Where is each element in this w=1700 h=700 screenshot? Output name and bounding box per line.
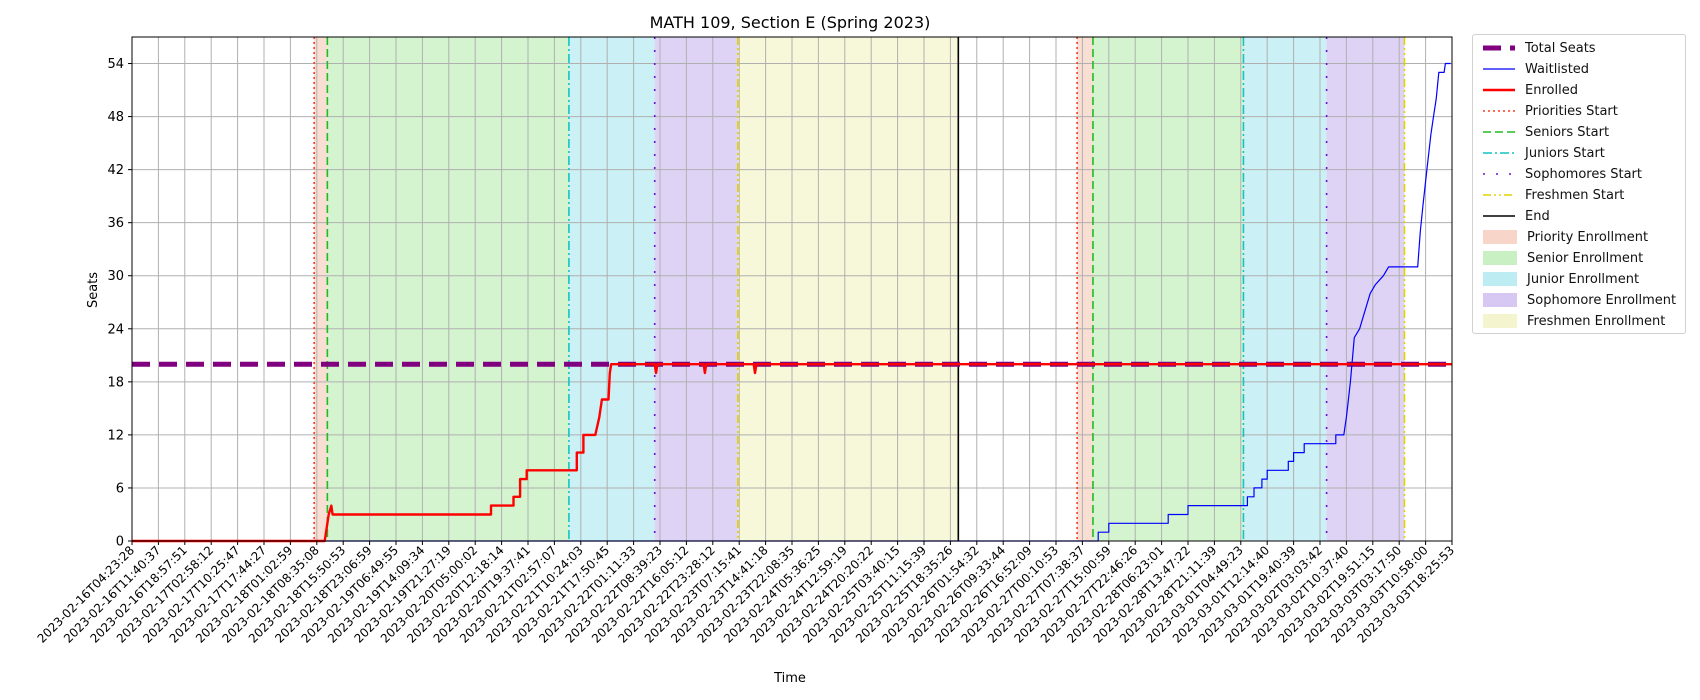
- legend-label: Enrolled: [1525, 82, 1578, 98]
- y-tick-label: 24: [107, 322, 124, 337]
- phase-region: [1243, 37, 1327, 541]
- x-axis-label: Time: [773, 671, 806, 686]
- legend-item: Sophomore Enrollment: [1483, 290, 1676, 310]
- legend-label: Sophomores Start: [1525, 166, 1642, 182]
- y-tick-label: 30: [107, 269, 124, 284]
- legend-item: Juniors Start: [1483, 143, 1605, 163]
- legend-swatch: [1483, 104, 1515, 118]
- legend-label: Juniors Start: [1525, 145, 1605, 161]
- legend-item: Senior Enrollment: [1483, 248, 1643, 268]
- legend-swatch: [1483, 272, 1517, 286]
- legend-swatch: [1483, 230, 1517, 244]
- legend-item: Priorities Start: [1483, 101, 1618, 121]
- legend-swatch: [1483, 83, 1515, 97]
- legend-swatch: [1483, 62, 1515, 76]
- legend-swatch: [1483, 251, 1517, 265]
- y-tick-label: 18: [107, 375, 124, 390]
- y-tick-label: 54: [107, 57, 124, 72]
- legend-label: Priorities Start: [1525, 103, 1618, 119]
- y-tick-label: 36: [107, 216, 124, 231]
- legend-swatch: [1483, 314, 1517, 328]
- y-tick-label: 48: [107, 110, 124, 125]
- legend-label: Freshmen Enrollment: [1527, 313, 1666, 329]
- legend-swatch: [1483, 209, 1515, 223]
- phase-region: [327, 37, 569, 541]
- phase-region: [737, 37, 959, 541]
- legend-item: Enrolled: [1483, 80, 1578, 100]
- series-line: [132, 62, 1451, 542]
- legend-swatch: [1483, 41, 1515, 55]
- legend-label: Priority Enrollment: [1527, 229, 1649, 245]
- phase-region: [1326, 37, 1405, 541]
- y-tick-label: 6: [116, 481, 124, 496]
- legend-label: Senior Enrollment: [1527, 250, 1644, 266]
- legend-label: Seniors Start: [1525, 124, 1610, 140]
- phase-region: [1092, 37, 1244, 541]
- legend-item: Freshmen Enrollment: [1483, 311, 1665, 331]
- legend-item: Waitlisted: [1483, 59, 1589, 79]
- phase-region: [1077, 37, 1093, 541]
- legend-item: Freshmen Start: [1483, 185, 1624, 205]
- legend-swatch: [1483, 188, 1515, 202]
- legend-item: Seniors Start: [1483, 122, 1609, 142]
- phase-region: [568, 37, 655, 541]
- legend-label: End: [1525, 208, 1550, 224]
- legend-label: Sophomore Enrollment: [1527, 292, 1677, 308]
- legend-item: Sophomores Start: [1483, 164, 1642, 184]
- legend-swatch: [1483, 167, 1515, 181]
- legend-label: Total Seats: [1525, 40, 1596, 56]
- legend-label: Waitlisted: [1525, 61, 1590, 77]
- legend-item: Total Seats: [1483, 38, 1596, 58]
- legend-swatch: [1483, 293, 1517, 307]
- legend-item: Junior Enrollment: [1483, 269, 1639, 289]
- chart-legend: Total Seats Waitlisted Enrolled Priorities …: [1472, 34, 1686, 334]
- y-tick-label: 42: [107, 163, 124, 178]
- legend-label: Freshmen Start: [1525, 187, 1625, 203]
- legend-item: End: [1483, 206, 1550, 226]
- series-line: [132, 363, 1452, 543]
- phase-region: [654, 37, 738, 541]
- y-tick-label: 12: [107, 428, 124, 443]
- legend-swatch: [1483, 146, 1515, 160]
- legend-item: Priority Enrollment: [1483, 227, 1648, 247]
- y-axis-label: Seats: [86, 272, 101, 308]
- chart-title: MATH 109, Section E (Spring 2023): [650, 13, 931, 32]
- phase-region: [314, 37, 328, 541]
- legend-swatch: [1483, 125, 1515, 139]
- legend-label: Junior Enrollment: [1527, 271, 1640, 287]
- y-tick-label: 0: [116, 535, 124, 550]
